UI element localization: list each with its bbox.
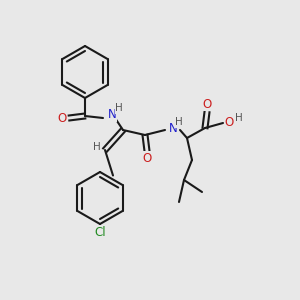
Text: H: H — [235, 113, 243, 123]
Text: N: N — [108, 109, 116, 122]
Text: Cl: Cl — [94, 226, 106, 238]
Text: O: O — [57, 112, 67, 124]
Text: O: O — [202, 98, 211, 110]
Text: O: O — [142, 152, 152, 164]
Text: H: H — [115, 103, 123, 113]
Text: N: N — [169, 122, 177, 134]
Text: H: H — [175, 117, 183, 127]
Text: H: H — [93, 142, 101, 152]
Text: O: O — [224, 116, 234, 130]
